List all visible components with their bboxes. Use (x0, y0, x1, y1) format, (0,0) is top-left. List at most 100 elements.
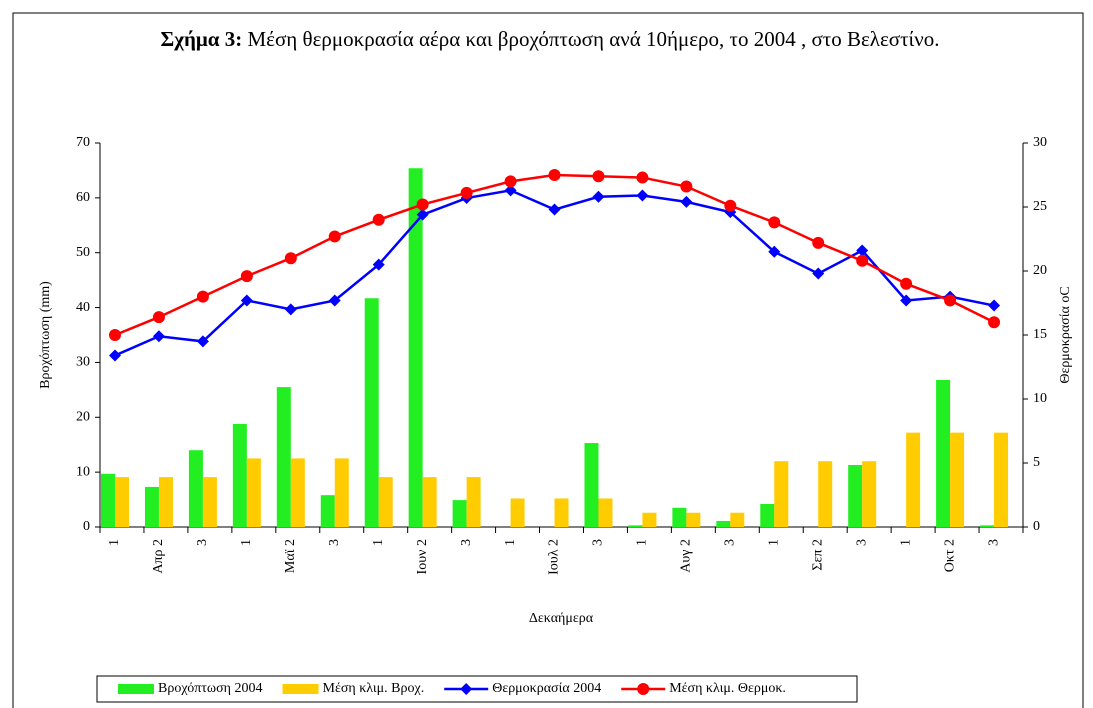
bar (862, 461, 877, 527)
x-tick-label: 1 (503, 539, 518, 546)
point (152, 311, 165, 324)
point (548, 169, 561, 181)
x-tick-label: 1 (239, 539, 254, 546)
bar (510, 498, 525, 527)
bar (760, 503, 775, 527)
point (240, 270, 253, 283)
point (328, 230, 341, 243)
x-tick-label: Οκτ 2 (942, 539, 957, 572)
chart-title: Σχήμα 3: Μέση θερμοκρασία αέρα και βροχό… (120, 22, 980, 56)
point (680, 195, 693, 208)
x-tick-label: 1 (898, 539, 913, 546)
point (637, 683, 650, 695)
x-tick-label: 1 (371, 539, 386, 546)
point (460, 186, 473, 199)
bar (466, 477, 481, 527)
bar (378, 477, 393, 527)
legend-label: Βροχόπτωση 2004 (158, 681, 263, 696)
y2-tick-label: 0 (1033, 519, 1040, 534)
bar (408, 168, 423, 527)
point (109, 349, 121, 362)
x-tick-label: Απρ 2 (151, 539, 166, 574)
x-tick-label: Σεπ 2 (810, 539, 825, 571)
y2-tick-label: 30 (1033, 135, 1047, 150)
point (944, 294, 957, 307)
y2-tick-label: 15 (1033, 327, 1047, 342)
point (988, 316, 1001, 329)
point (460, 683, 473, 695)
bar (246, 458, 261, 527)
bar (774, 461, 789, 527)
bar (994, 432, 1009, 527)
point (240, 294, 253, 307)
point (592, 170, 605, 183)
point (900, 277, 913, 290)
y-tick-label: 70 (76, 135, 90, 150)
y2-tick-label: 20 (1033, 263, 1047, 278)
bar (115, 477, 129, 527)
bar (950, 432, 965, 527)
title-text: Μέση θερμοκρασία αέρα και βροχόπτωση ανά… (247, 27, 940, 51)
x-tick-label: 1 (767, 539, 782, 546)
x-tick-label: Ιουλ 2 (547, 539, 562, 575)
bar (818, 461, 833, 527)
bar (642, 512, 657, 527)
x-tick-label: 3 (327, 539, 342, 546)
point (548, 203, 561, 216)
point (284, 252, 297, 265)
bar (716, 520, 731, 527)
x-tick-label: 3 (986, 539, 1001, 546)
x-tick-label: Αυγ 2 (679, 539, 694, 573)
point (856, 244, 869, 257)
point (284, 303, 297, 316)
x-tick-label: 3 (195, 539, 210, 546)
bar (202, 477, 217, 527)
point (724, 199, 737, 212)
bar (144, 486, 159, 527)
y-tick-label: 30 (76, 355, 90, 370)
title-label: Σχήμα 3: (160, 27, 243, 51)
bar (848, 465, 863, 527)
x-tick-label: 1 (107, 539, 122, 546)
bar (686, 512, 701, 527)
x-tick-label: 3 (459, 539, 474, 546)
legend-label: Μέση κλιμ. Βροχ. (323, 681, 425, 696)
y-tick-label: 50 (76, 245, 90, 260)
bar (598, 498, 613, 527)
x-tick-label: 1 (635, 539, 650, 546)
x-axis-label: Δεκαήμερα (529, 611, 594, 626)
bar (452, 500, 467, 527)
legend-label: Μέση κλιμ. Θερμοκ. (669, 681, 786, 696)
bar (672, 507, 687, 527)
point (152, 330, 165, 343)
point (416, 208, 429, 221)
point (592, 190, 605, 203)
y2-axis-label: Θερμοκρασία oC (1058, 286, 1073, 383)
bar (422, 477, 437, 527)
bar (334, 458, 349, 527)
x-tick-label: Ιουν 2 (415, 539, 430, 574)
bar (364, 298, 379, 527)
x-tick-label: 3 (854, 539, 869, 546)
point (416, 198, 429, 211)
y-tick-label: 20 (76, 410, 90, 425)
legend-swatch (118, 684, 154, 694)
point (988, 299, 1001, 312)
point (196, 335, 209, 348)
point (680, 180, 693, 193)
point (812, 267, 825, 280)
legend-swatch (282, 684, 319, 694)
x-tick-label: Μαϊ 2 (283, 539, 298, 573)
y-tick-label: 60 (76, 190, 90, 205)
bar (101, 473, 115, 527)
x-tick-label: 3 (723, 539, 738, 546)
bar (554, 498, 569, 527)
y-tick-label: 10 (76, 464, 90, 479)
bar (730, 512, 745, 527)
legend-label: Θερμοκρασία 2004 (492, 681, 601, 696)
point (812, 236, 825, 249)
bar (936, 379, 951, 527)
point (109, 329, 121, 341)
point (196, 290, 209, 303)
point (504, 175, 517, 188)
